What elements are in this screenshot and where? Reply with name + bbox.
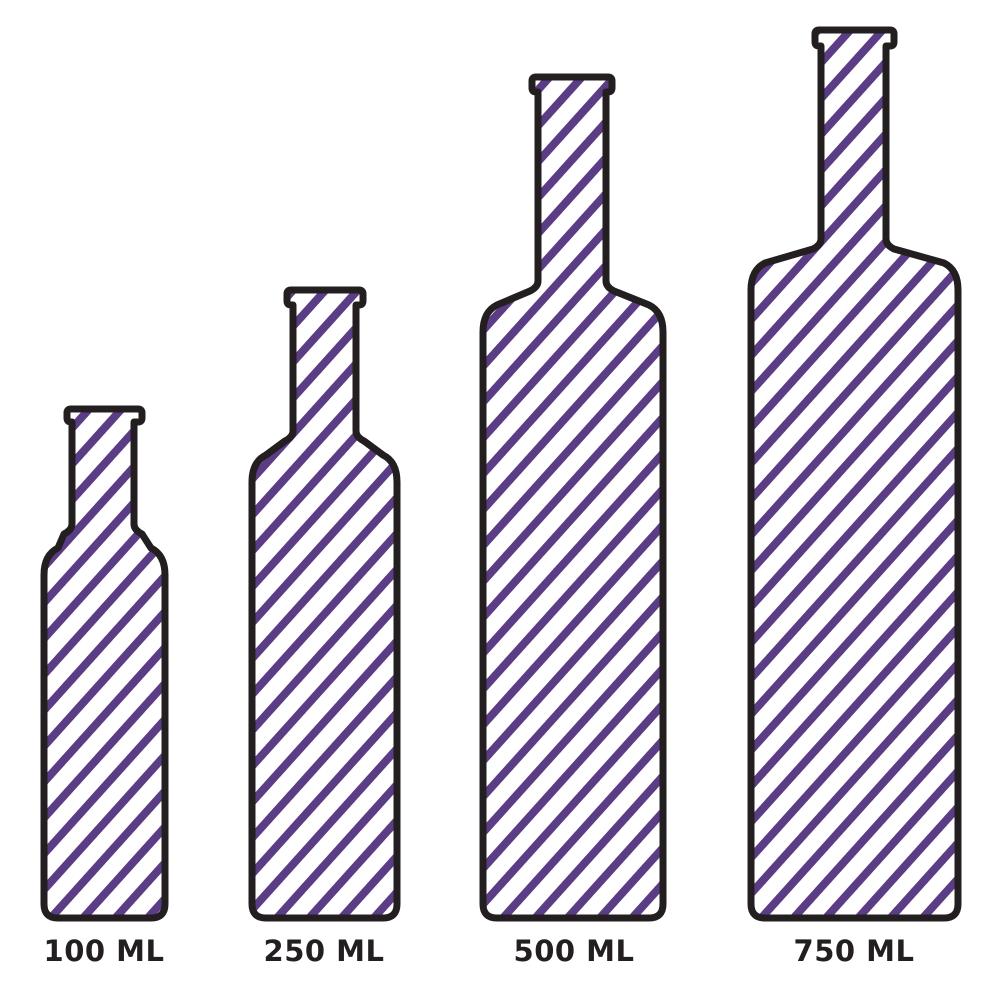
bottle-100ml: [40, 405, 169, 922]
label-750ml: 750 ML: [793, 934, 915, 968]
label-100ml: 100 ML: [43, 934, 165, 968]
bottle-750ml: [747, 26, 962, 922]
label-250ml: 250 ML: [263, 934, 385, 968]
bottle-250ml: [248, 286, 401, 922]
label-500ml: 500 ML: [513, 934, 635, 968]
bottle-500ml: [479, 73, 667, 922]
